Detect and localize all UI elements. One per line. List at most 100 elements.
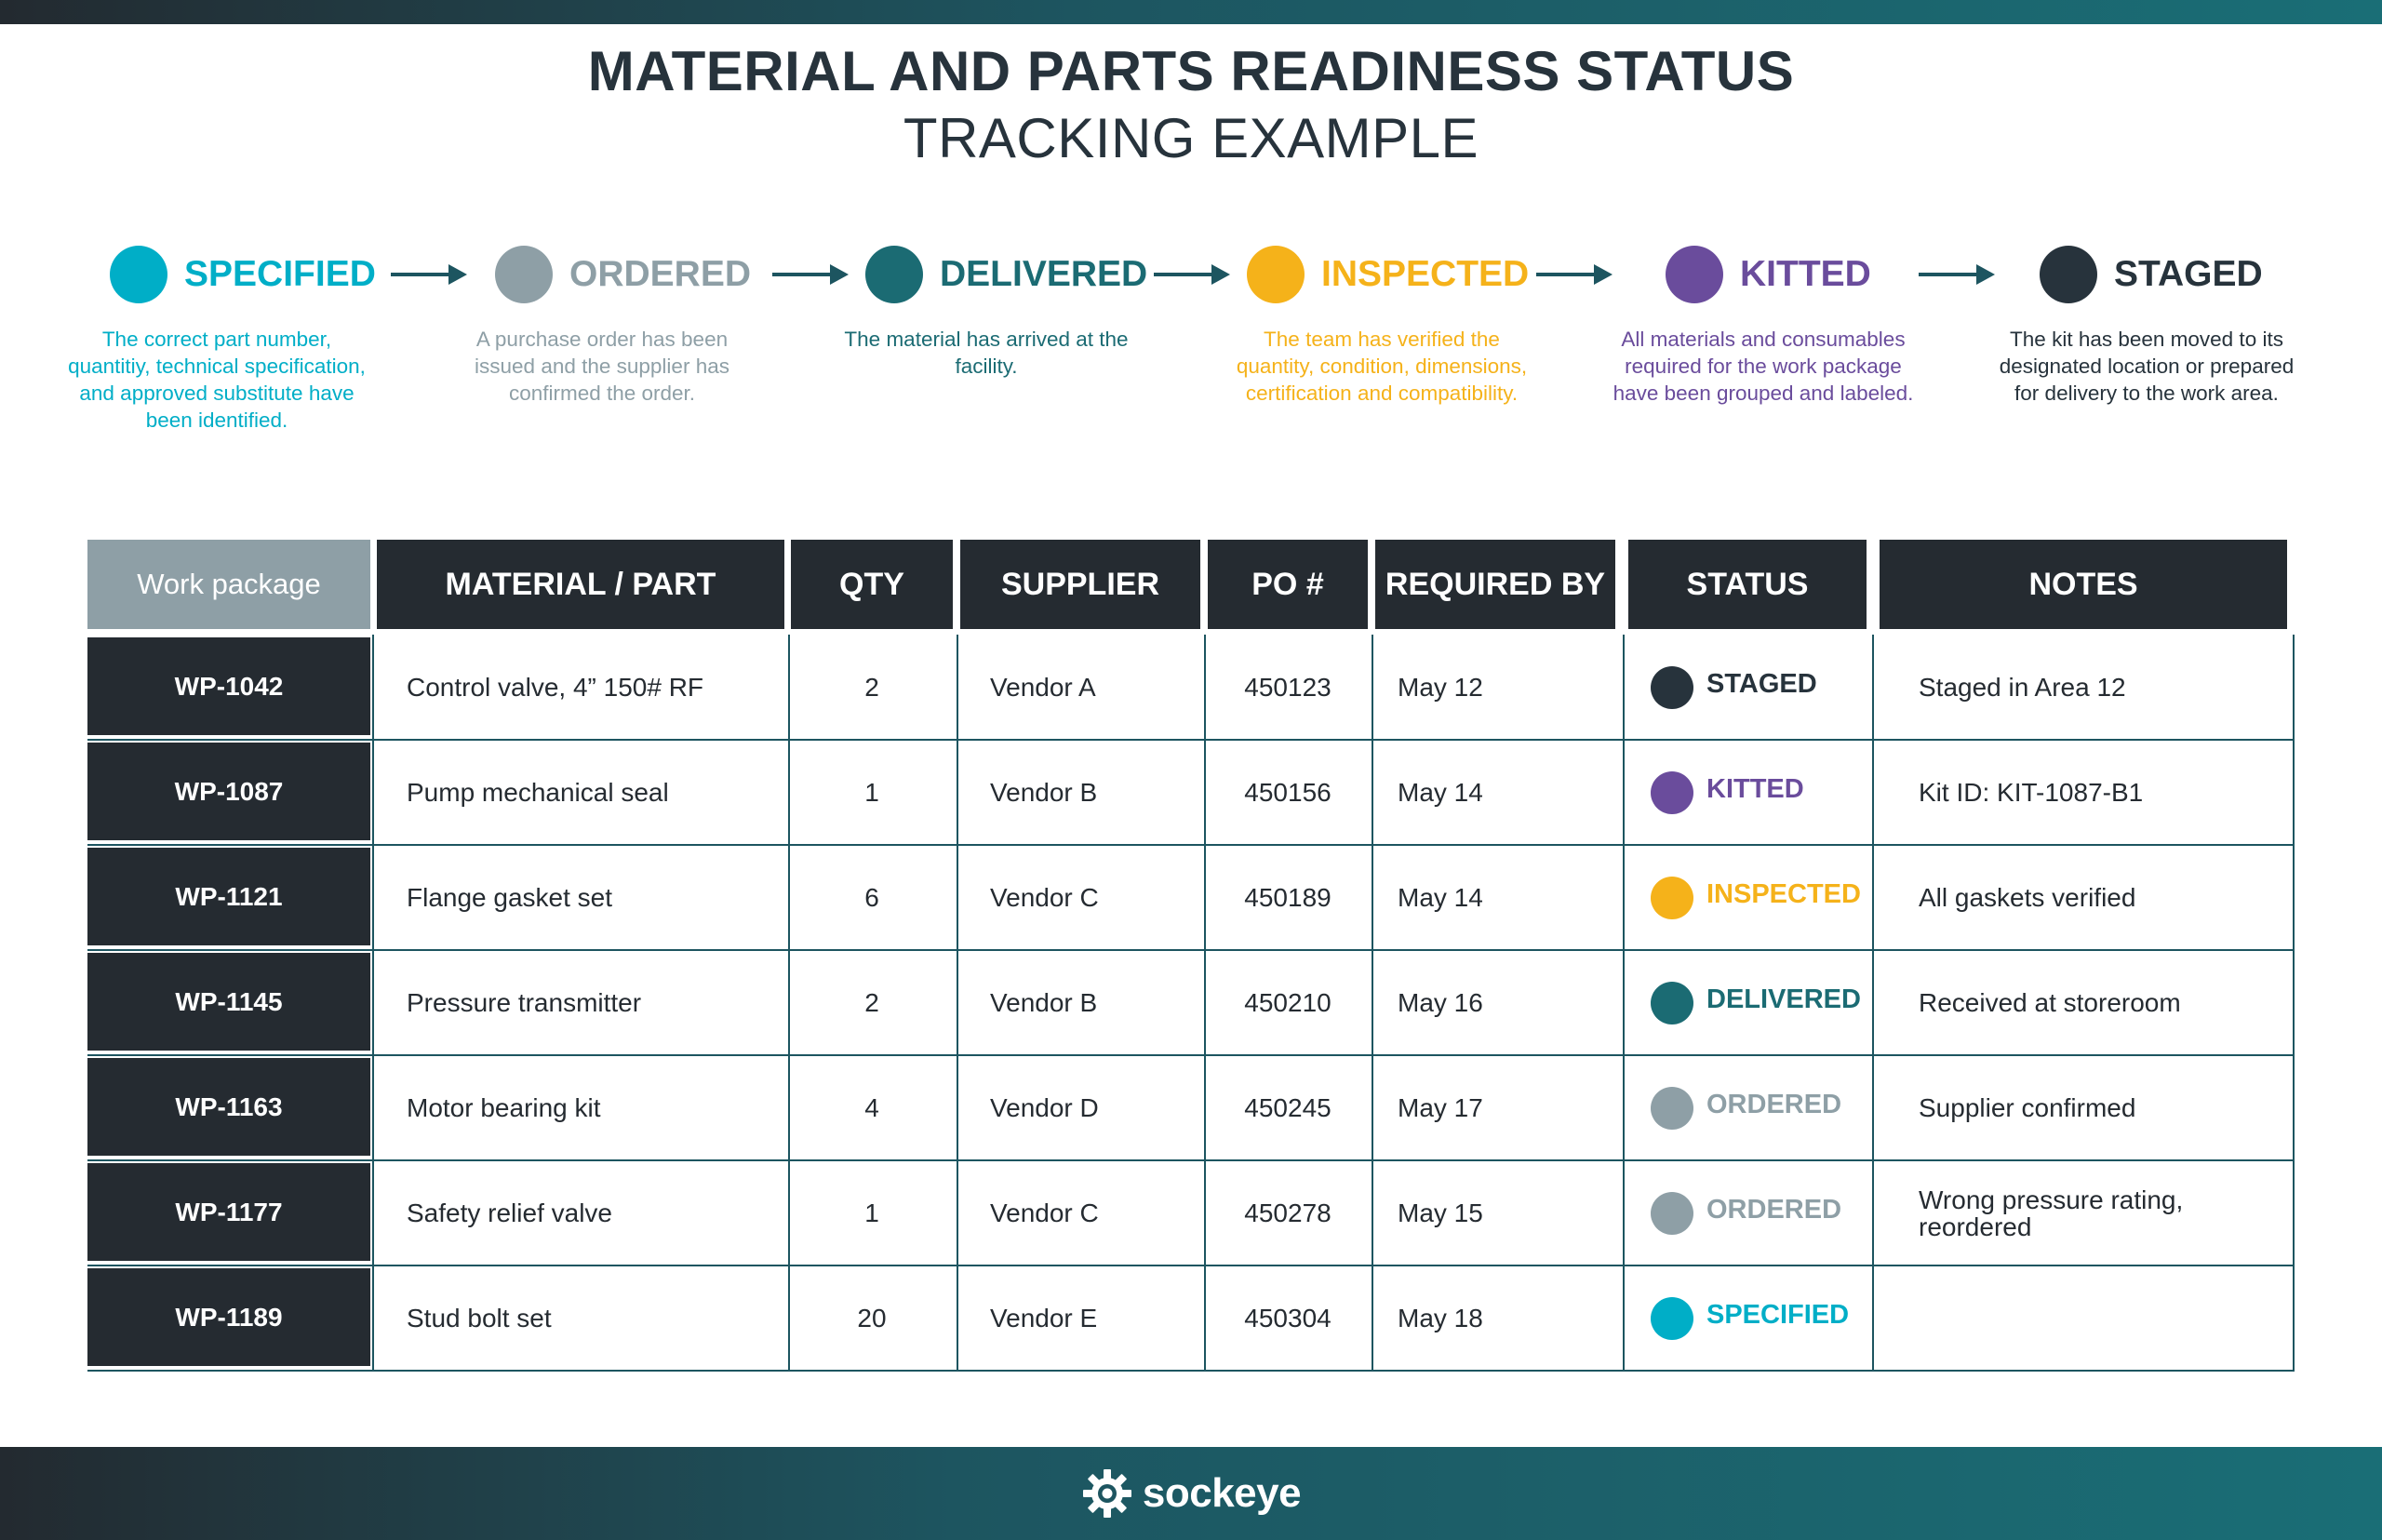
supplier-cell: Vendor C (990, 882, 1099, 912)
work-package-cell: WP-1121 (87, 848, 370, 945)
header-material: MATERIAL / PART (377, 540, 784, 629)
notes-cell: Staged in Area 12 (1919, 673, 2126, 702)
row-divider (87, 949, 2295, 951)
stage-description: The correct part number, quantitiy, tech… (68, 328, 366, 432)
notes-cell (1880, 1265, 2295, 1371)
logo-text: sockeye (1142, 1470, 1302, 1516)
status-cell: KITTED (1628, 740, 1867, 845)
po-cell: 450304 (1244, 1303, 1332, 1332)
status-label: ORDERED (1706, 1090, 1842, 1119)
header-status: STATUS (1628, 540, 1867, 629)
arrow-right-icon (1154, 264, 1230, 285)
stage-kitted: KITTED All materials and consumables req… (1613, 244, 2019, 405)
stage-name: DELIVERED (940, 254, 1148, 294)
required-by-cell: May 17 (1398, 1092, 1483, 1122)
status-dot-icon (1651, 981, 1693, 1024)
work-package-cell: WP-1163 (87, 1058, 370, 1156)
column-divider (372, 635, 374, 1371)
qty-cell: 1 (864, 1198, 879, 1227)
page-subtitle: TRACKING EXAMPLE (903, 107, 1479, 169)
notes-cell: Kit ID: KIT-1087-B1 (1919, 778, 2144, 807)
material-cell: Control valve, 4” 150# RF (407, 672, 704, 702)
kitted-dot-icon (1666, 246, 1723, 303)
po-cell: 450278 (1244, 1198, 1332, 1227)
header-supplier: SUPPLIER (960, 540, 1200, 629)
ordered-dot-icon (495, 246, 553, 303)
arrow-right-icon (391, 264, 467, 285)
stage-name: ORDERED (569, 254, 752, 294)
required-by-cell: May 14 (1398, 882, 1483, 912)
column-divider (1872, 635, 1874, 1371)
column-divider (788, 635, 790, 1371)
table-row: WP-1189 Stud bolt set 20 Vendor E 450304 May … (87, 1265, 2295, 1371)
stage-description: All materials and consumables required f… (1613, 328, 1914, 405)
readiness-table: Work package MATERIAL / PART QTY SUPPLIE… (87, 540, 2295, 1372)
required-by-cell: May 16 (1398, 987, 1483, 1017)
page-title: MATERIAL AND PARTS READINESS STATUS (587, 40, 1795, 102)
work-package-cell: WP-1087 (87, 743, 370, 840)
table-row: WP-1145 Pressure transmitter 2 Vendor B 4502… (87, 950, 2295, 1055)
supplier-cell: Vendor D (990, 1092, 1099, 1122)
row-divider (87, 739, 2295, 741)
status-cell: STAGED (1628, 635, 1867, 740)
material-cell: Motor bearing kit (407, 1092, 601, 1122)
notes-cell: All gaskets verified (1919, 883, 2136, 912)
header-po: PO # (1208, 540, 1368, 629)
footer-bar: sockeye (0, 1447, 2382, 1540)
header-required-by: REQUIRED BY (1375, 540, 1615, 629)
material-cell: Pressure transmitter (407, 987, 642, 1017)
inspected-dot-icon (1247, 246, 1305, 303)
status-dot-icon (1651, 1086, 1693, 1130)
status-dot-icon (1651, 770, 1693, 814)
status-cell: DELIVERED (1628, 950, 1867, 1055)
material-cell: Stud bolt set (407, 1303, 552, 1332)
qty-cell: 2 (864, 672, 879, 702)
work-package-cell: WP-1177 (87, 1163, 370, 1261)
status-label: DELIVERED (1706, 984, 1861, 1014)
work-package-cell: WP-1189 (87, 1268, 370, 1366)
material-cell: Safety relief valve (407, 1198, 612, 1227)
po-cell: 450210 (1244, 987, 1332, 1017)
top-accent-bar (0, 0, 2382, 24)
gear-eye-icon (1082, 1469, 1131, 1518)
status-label: SPECIFIED (1706, 1300, 1850, 1330)
status-dot-icon (1651, 1296, 1693, 1340)
supplier-cell: Vendor A (990, 672, 1096, 702)
arrow-right-icon (1536, 264, 1613, 285)
table-row: WP-1042 Control valve, 4” 150# RF 2 Vendor … (87, 635, 2295, 740)
stage-name: STAGED (2114, 254, 2263, 294)
stage-name: INSPECTED (1321, 254, 1530, 294)
stage-description: The kit has been moved to its designated… (1999, 328, 2295, 405)
stage-name: SPECIFIED (184, 254, 376, 294)
qty-cell: 2 (864, 987, 879, 1017)
header-work-package: Work package (87, 540, 370, 629)
po-cell: 450123 (1244, 672, 1332, 702)
notes-cell: Supplier confirmed (1919, 1093, 2136, 1122)
required-by-cell: May 12 (1398, 672, 1483, 702)
supplier-cell: Vendor E (990, 1303, 1098, 1332)
stage-inspected: INSPECTED The team has verified the quan… (1237, 244, 1600, 405)
status-label: ORDERED (1706, 1195, 1842, 1225)
supplier-cell: Vendor C (990, 1198, 1099, 1227)
status-label: KITTED (1706, 774, 1804, 804)
staged-dot-icon (2040, 246, 2097, 303)
header-notes: NOTES (1880, 540, 2287, 629)
required-by-cell: May 14 (1398, 777, 1483, 807)
arrow-right-icon (1919, 264, 1995, 285)
po-cell: 450189 (1244, 882, 1332, 912)
arrow-right-icon (772, 264, 849, 285)
stage-ordered: ORDERED A purchase order has been issued… (475, 244, 849, 405)
row-divider (87, 1159, 2295, 1161)
status-cell: ORDERED (1628, 1160, 1867, 1265)
column-divider (1204, 635, 1206, 1371)
work-package-cell: WP-1145 (87, 953, 370, 1051)
column-divider (2293, 635, 2295, 1371)
material-cell: Flange gasket set (407, 882, 613, 912)
specified-dot-icon (110, 246, 167, 303)
delivered-dot-icon (865, 246, 923, 303)
qty-cell: 4 (864, 1092, 879, 1122)
qty-cell: 1 (864, 777, 879, 807)
column-divider (1372, 635, 1373, 1371)
required-by-cell: May 18 (1398, 1303, 1483, 1332)
status-dot-icon (1651, 1191, 1693, 1235)
